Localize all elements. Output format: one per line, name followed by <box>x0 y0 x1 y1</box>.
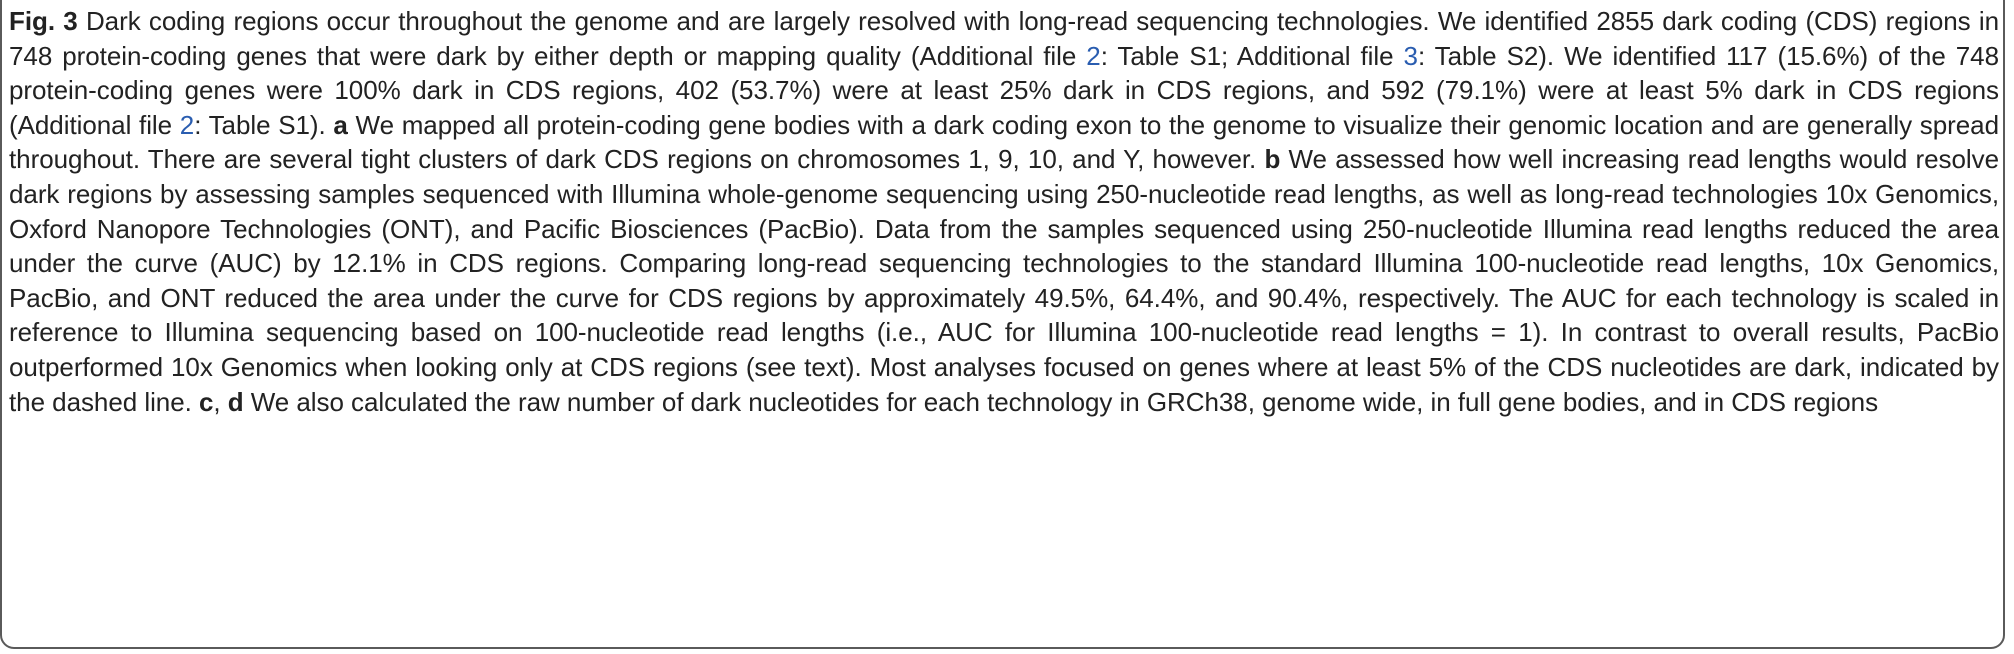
additional-file-link[interactable]: 3 <box>1403 40 1418 71</box>
caption-segment: We assessed how well increasing read len… <box>9 144 1999 417</box>
figure-caption: Fig. 3 Dark coding regions occur through… <box>9 4 1999 419</box>
figure-label: Fig. 3 <box>9 6 78 36</box>
panel-label-b: b <box>1264 144 1281 175</box>
caption-segment: : Table S1). <box>194 109 334 140</box>
caption-segment: , <box>213 386 228 417</box>
panel-label-a: a <box>333 109 348 140</box>
caption-segment: We mapped all protein-coding gene bodies… <box>9 109 1999 175</box>
additional-file-link[interactable]: 2 <box>179 109 195 140</box>
caption-segment: We also calculated the raw number of dar… <box>243 386 1879 417</box>
caption-segment: Dark coding regions occur throughout the… <box>9 6 1999 71</box>
caption-segment: : Table S2). We identified 117 (15.6%) o… <box>9 40 1999 140</box>
additional-file-link[interactable]: 2 <box>1086 40 1101 71</box>
panel-label-d: d <box>227 386 244 417</box>
panel-label-c: c <box>198 386 214 417</box>
caption-segment: : Table S1; Additional file <box>1100 40 1404 71</box>
